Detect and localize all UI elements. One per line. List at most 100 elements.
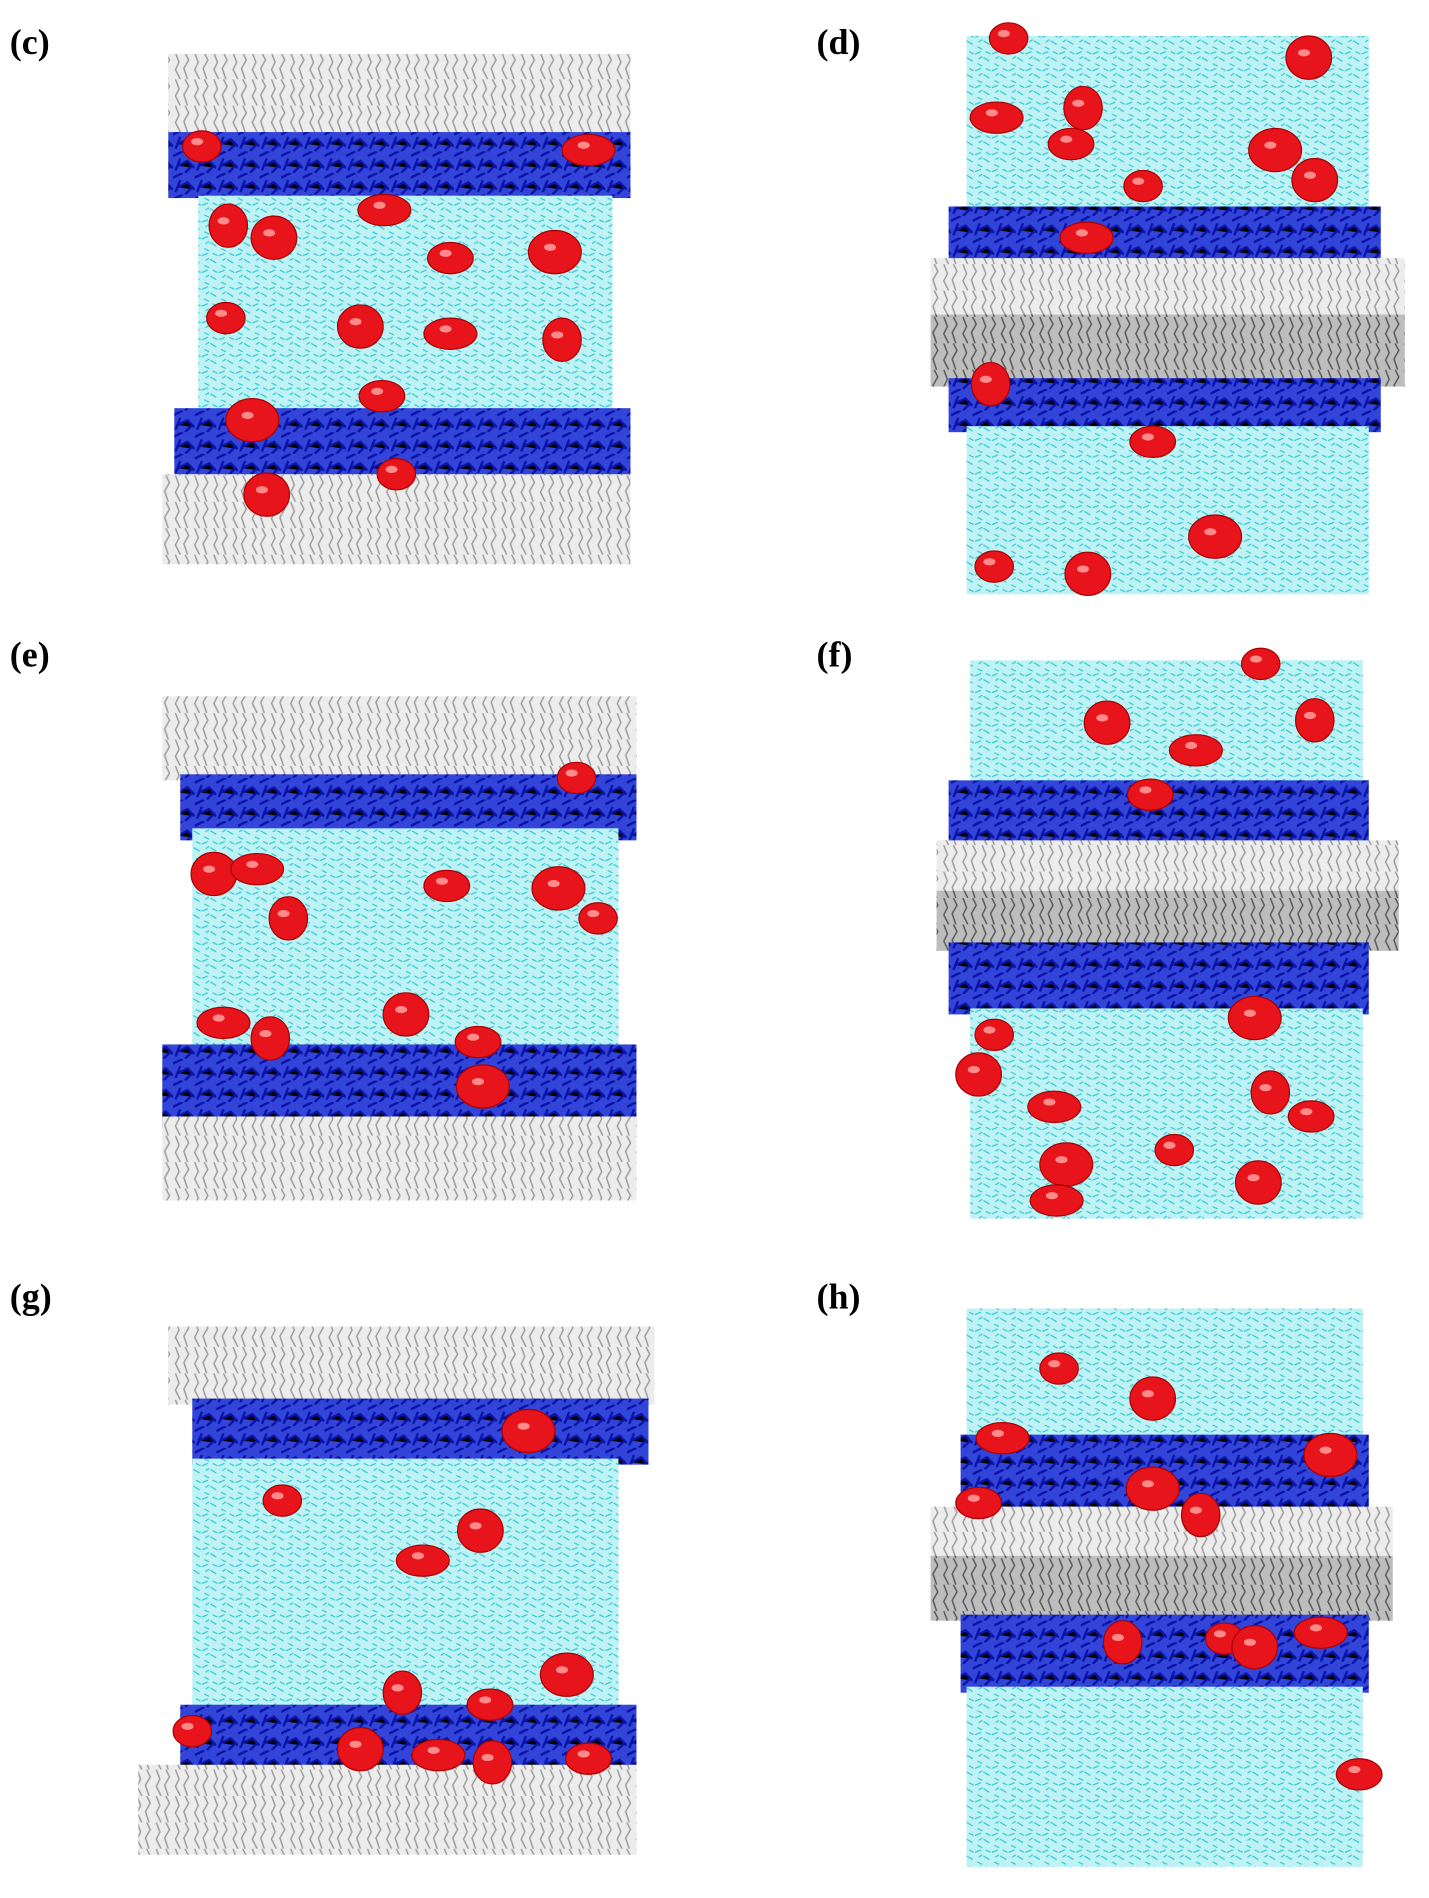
solute-highlight: [1060, 135, 1073, 143]
solute-highlight: [979, 375, 992, 383]
solute-molecule: [268, 896, 309, 941]
solute-molecule: [1188, 514, 1243, 559]
solute-highlight: [985, 109, 998, 117]
solute-highlight: [1243, 1009, 1256, 1017]
molecular-layer: [930, 1506, 1393, 1561]
solute-molecule: [243, 472, 291, 517]
molecular-layer: [168, 1326, 655, 1405]
solute-highlight: [577, 1750, 590, 1758]
solute-highlight: [439, 325, 452, 333]
solute-molecule: [472, 1740, 513, 1785]
molecular-layer: [162, 696, 637, 781]
solute-highlight: [1139, 786, 1152, 794]
solute-highlight: [967, 1494, 980, 1502]
solute-molecule: [955, 1052, 1003, 1097]
solute-molecule: [182, 130, 222, 163]
solute-highlight: [1297, 49, 1310, 57]
solute-highlight: [587, 909, 600, 918]
solute-highlight: [435, 877, 448, 885]
solute-molecule: [411, 1738, 466, 1772]
solute-highlight: [1185, 741, 1198, 750]
solute-molecule: [1303, 1432, 1358, 1478]
solute-molecule: [262, 1484, 303, 1517]
solute-highlight: [263, 229, 276, 237]
solute-molecule: [208, 203, 249, 248]
molecular-layer: [138, 1764, 637, 1855]
solute-highlight: [439, 249, 452, 257]
solute-highlight: [517, 1422, 530, 1430]
solute-highlight: [1043, 1098, 1056, 1106]
solute-highlight: [1048, 1360, 1061, 1368]
solute-highlight: [1247, 1174, 1260, 1182]
solute-molecule: [1227, 995, 1282, 1041]
solute-highlight: [371, 387, 384, 395]
solute-highlight: [391, 1684, 404, 1692]
solute-molecule: [955, 1486, 1003, 1520]
solute-molecule: [250, 215, 298, 260]
solute-molecule: [1027, 1090, 1082, 1124]
molecular-layer: [930, 258, 1405, 322]
molecular-layer: [936, 840, 1399, 895]
solute-highlight: [1132, 177, 1145, 185]
solute-molecule: [578, 902, 618, 935]
molecular-layer: [948, 378, 1381, 433]
solute-molecule: [395, 1544, 450, 1577]
solute-highlight: [373, 201, 386, 209]
solute-highlight: [565, 769, 578, 777]
solute-molecule: [382, 992, 430, 1037]
molecular-layer: [930, 314, 1405, 387]
solute-molecule: [1248, 127, 1303, 173]
solute-molecule: [527, 229, 582, 275]
solute-molecule: [172, 1714, 213, 1748]
solute-highlight: [991, 1429, 1004, 1438]
solute-highlight: [1141, 1390, 1154, 1398]
solute-highlight: [1096, 714, 1109, 722]
solute-highlight: [469, 1522, 482, 1530]
solute-molecule: [1064, 551, 1112, 597]
solute-molecule: [1294, 698, 1335, 743]
solute-molecule: [1063, 85, 1103, 131]
solute-molecule: [969, 101, 1024, 134]
solute-molecule: [1129, 425, 1177, 458]
solute-molecule: [501, 1408, 556, 1454]
solute-molecule: [357, 193, 412, 227]
molecular-layer: [966, 1686, 1363, 1867]
solute-highlight: [427, 1746, 440, 1754]
solute-molecule: [454, 1025, 502, 1059]
solute-highlight: [349, 1740, 362, 1748]
solute-molecule: [531, 866, 586, 911]
molecular-layer: [966, 1308, 1363, 1441]
solute-molecule: [382, 1670, 423, 1715]
solute-highlight: [259, 1030, 272, 1038]
solute-highlight: [1213, 1630, 1226, 1638]
molecular-layer: [948, 942, 1369, 1015]
solute-molecule: [975, 1421, 1030, 1455]
solute-molecule: [1154, 1133, 1195, 1167]
solute-molecule: [1047, 127, 1095, 161]
solute-highlight: [983, 558, 996, 566]
solute-highlight: [1249, 655, 1262, 663]
solute-highlight: [1189, 1506, 1202, 1514]
solute-molecule: [1231, 1624, 1279, 1670]
solute-highlight: [1055, 1156, 1068, 1164]
solute-highlight: [544, 243, 557, 251]
solute-molecule: [1168, 734, 1223, 767]
solute-molecule: [1234, 1160, 1282, 1205]
solute-highlight: [1309, 1624, 1322, 1632]
molecular-layer: [930, 1555, 1393, 1621]
solute-molecule: [1123, 169, 1163, 203]
solute-highlight: [241, 411, 254, 419]
solute-highlight: [1348, 1765, 1361, 1774]
molecular-layer: [936, 890, 1399, 951]
solute-molecule: [336, 304, 384, 349]
solute-molecule: [423, 869, 471, 903]
solute-highlight: [967, 1066, 980, 1074]
solute-highlight: [1204, 528, 1217, 536]
solute-highlight: [551, 331, 564, 339]
solute-highlight: [471, 1078, 485, 1086]
solute-highlight: [481, 1753, 494, 1762]
solute-molecule: [455, 1064, 510, 1109]
solute-molecule: [466, 1688, 514, 1721]
solute-highlight: [277, 909, 290, 918]
